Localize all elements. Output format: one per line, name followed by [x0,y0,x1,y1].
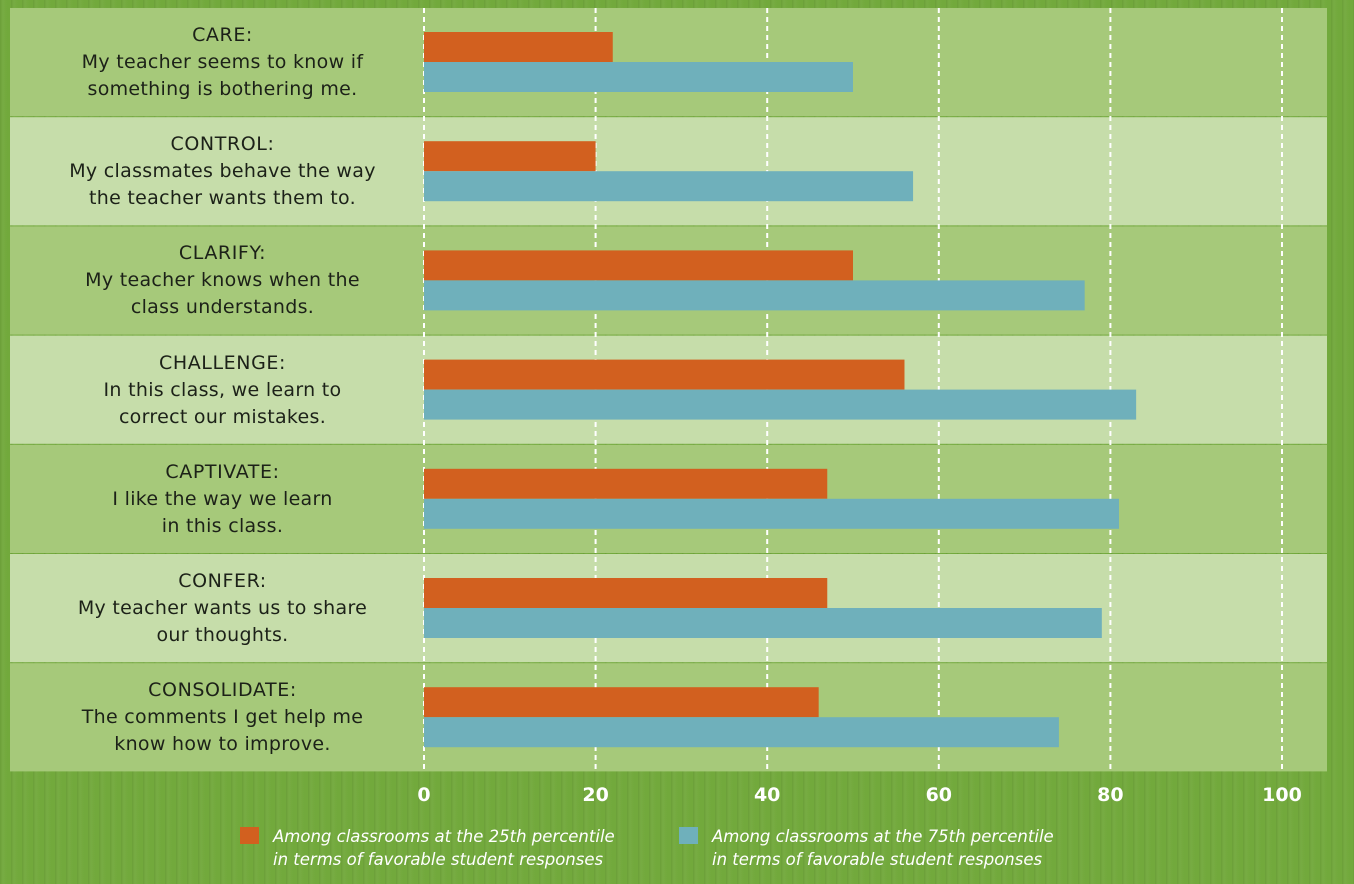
bar-75th-percentile [424,171,914,202]
category-title: CONTROL: [170,133,275,156]
bar-75th-percentile [424,608,1102,638]
bar-25th-percentile [424,687,819,718]
category-statement: correct our mistakes. [118,405,327,428]
bar-25th-percentile [424,578,828,608]
category-title: CONSOLIDATE: [148,679,297,702]
category-statement: The comments I get help me [81,706,364,729]
bar-25th-percentile [424,468,828,499]
category-statement: in this class. [161,514,284,537]
x-tick-label: 20 [582,784,609,806]
category-statement: something is bothering me. [87,78,358,100]
category-label: CHALLENGE: In this class, we learn to corr… [30,350,415,431]
bar-75th-percentile [424,717,1059,748]
category-statement: class understands. [130,296,315,319]
category-title: CAPTIVATE: [165,460,280,483]
legend-label: Among classrooms at the 75th percentile … [712,827,1054,869]
category-title: CHALLENGE: [158,351,287,374]
category-label: CLARIFY: My teacher knows when the class u… [30,240,415,321]
category-label: CONTROL: My classmates behave the way the … [30,131,415,212]
legend-swatch [679,827,698,844]
bar-75th-percentile [424,280,1085,311]
category-statement: My teacher knows when the [85,269,360,292]
legend-swatch [240,827,259,844]
category-title: CLARIFY: [178,242,267,265]
category-statement: My teacher seems to know if [81,51,364,73]
category-label: CARE: My teacher seems to know if somethin… [30,22,415,103]
category-statement: In this class, we learn to [103,378,342,401]
bar-25th-percentile [424,141,596,172]
category-statement: My teacher wants us to share [77,597,368,619]
category-title: CARE: [192,24,253,46]
category-statement: our thoughts. [156,624,289,646]
x-tick-label: 40 [753,784,781,806]
x-tick-label: 100 [1262,784,1302,806]
x-tick-label: 0 [417,784,431,806]
bar-25th-percentile [424,32,613,62]
category-label: CAPTIVATE: I like the way we learn in this… [30,459,415,540]
bar-75th-percentile [424,62,853,92]
x-tick-label: 60 [925,784,953,806]
bar-25th-percentile [424,359,905,390]
category-label: CONFER: My teacher wants us to share our t… [30,568,415,649]
category-statement: I like the way we learn [112,487,333,510]
bar-25th-percentile [424,250,853,281]
bar-75th-percentile [424,498,1119,529]
bar-75th-percentile [424,389,1137,420]
x-tick-label: 80 [1097,784,1124,806]
category-statement: the teacher wants them to. [89,187,356,210]
category-title: CONFER: [178,570,267,592]
legend-label: Among classrooms at the 25th percentile … [273,827,615,869]
category-label: CONSOLIDATE: The comments I get help me kn… [30,677,415,758]
category-statement: know how to improve. [114,733,331,756]
category-statement: My classmates behave the way [69,160,376,183]
